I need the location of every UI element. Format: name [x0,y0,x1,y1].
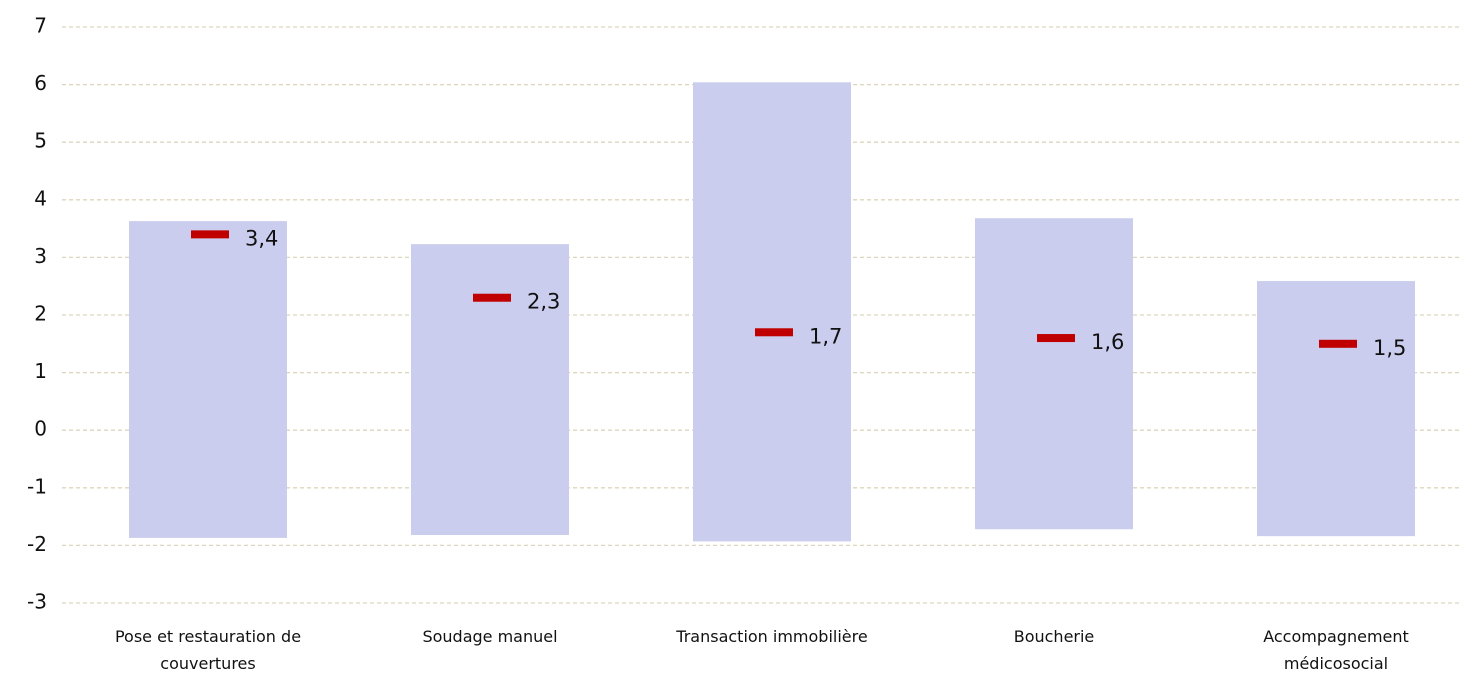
value-label: 3,4 [245,226,278,250]
value-label: 1,6 [1091,330,1124,354]
y-tick-label: -1 [27,474,47,498]
value-label: 2,3 [527,290,560,314]
y-tick-label: 7 [34,14,47,38]
x-tick-label: Transaction immobilière [675,627,867,646]
x-tick-label: Accompagnement médicosocial [1263,627,1409,673]
value-label: 1,5 [1373,336,1406,360]
range-bar [975,218,1133,530]
range-bar [129,221,287,538]
y-tick-label: 3 [34,244,47,268]
y-tick-label: 1 [34,359,47,383]
value-marker [191,230,229,239]
value-marker [1037,334,1075,343]
range-bar [1257,281,1415,537]
range-bar [693,82,851,542]
x-tick-label: Pose et restauration de couvertures [115,627,301,673]
y-tick-label: -3 [27,590,47,614]
x-tick-label: Boucherie [1014,627,1095,646]
value-label: 1,7 [809,324,842,348]
value-marker [1319,339,1357,348]
y-tick-label: 6 [34,71,47,95]
x-tick-label: Soudage manuel [422,627,557,646]
value-marker [755,328,793,337]
value-marker [473,293,511,302]
y-tick-label: 5 [34,129,47,153]
y-tick-label: -2 [27,532,47,556]
y-tick-label: 0 [34,417,47,441]
range-bar [411,244,569,536]
y-tick-label: 4 [34,186,47,210]
y-tick-label: 2 [34,302,47,326]
